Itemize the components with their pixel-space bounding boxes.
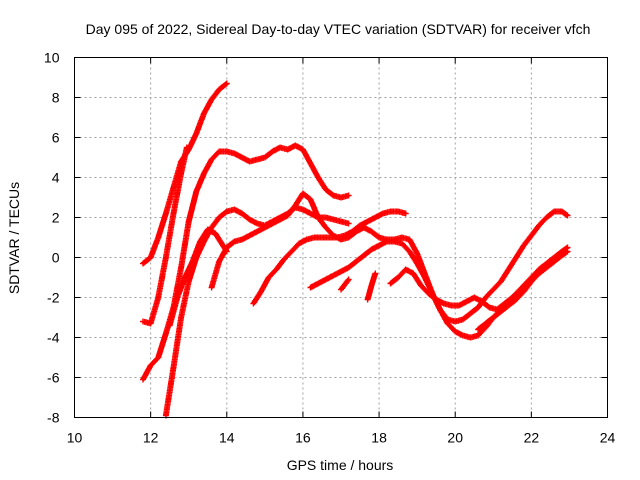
y-tick-label: 0 — [52, 250, 60, 266]
x-tick-label: 14 — [219, 430, 235, 446]
plus-markers — [475, 248, 571, 333]
y-tick-label: -4 — [47, 330, 60, 346]
x-tick-label: 22 — [524, 430, 540, 446]
series-track-10 — [364, 270, 379, 303]
series-track-5 — [166, 226, 230, 329]
x-tick-label: 16 — [295, 430, 311, 446]
data-points — [140, 80, 571, 419]
plus-markers — [338, 276, 352, 293]
plus-markers — [140, 144, 190, 327]
plot-frame — [74, 57, 608, 418]
plus-markers — [166, 226, 230, 329]
y-tick-label: 2 — [52, 210, 60, 226]
y-tick-label: 6 — [52, 130, 60, 146]
chart-title: Day 095 of 2022, Sidereal Day-to-day VTE… — [86, 21, 591, 37]
x-tick-label: 24 — [600, 430, 616, 446]
x-tick-label: 18 — [371, 430, 387, 446]
x-tick-label: 12 — [143, 430, 159, 446]
plus-markers — [387, 266, 523, 313]
series-track-2 — [140, 144, 190, 327]
y-axis-label: SDTVAR / TECUs — [6, 182, 22, 294]
grid-lines — [74, 57, 608, 418]
x-tick-label: 20 — [447, 430, 463, 446]
y-tick-label: 10 — [44, 50, 60, 66]
y-tick-label: -6 — [47, 370, 60, 386]
plus-markers — [364, 270, 379, 303]
series-track-7 — [250, 208, 409, 307]
plus-markers — [250, 208, 409, 307]
y-tick-label: 8 — [52, 90, 60, 106]
y-tick-label: -2 — [47, 290, 60, 306]
series-track-9 — [338, 276, 352, 293]
series-track-12 — [475, 248, 571, 333]
x-axis-label: GPS time / hours — [287, 457, 394, 473]
y-tick-label: 4 — [52, 170, 60, 186]
series-track-11 — [387, 266, 523, 313]
y-tick-label: -8 — [47, 410, 60, 426]
x-tick-label: 10 — [67, 430, 83, 446]
